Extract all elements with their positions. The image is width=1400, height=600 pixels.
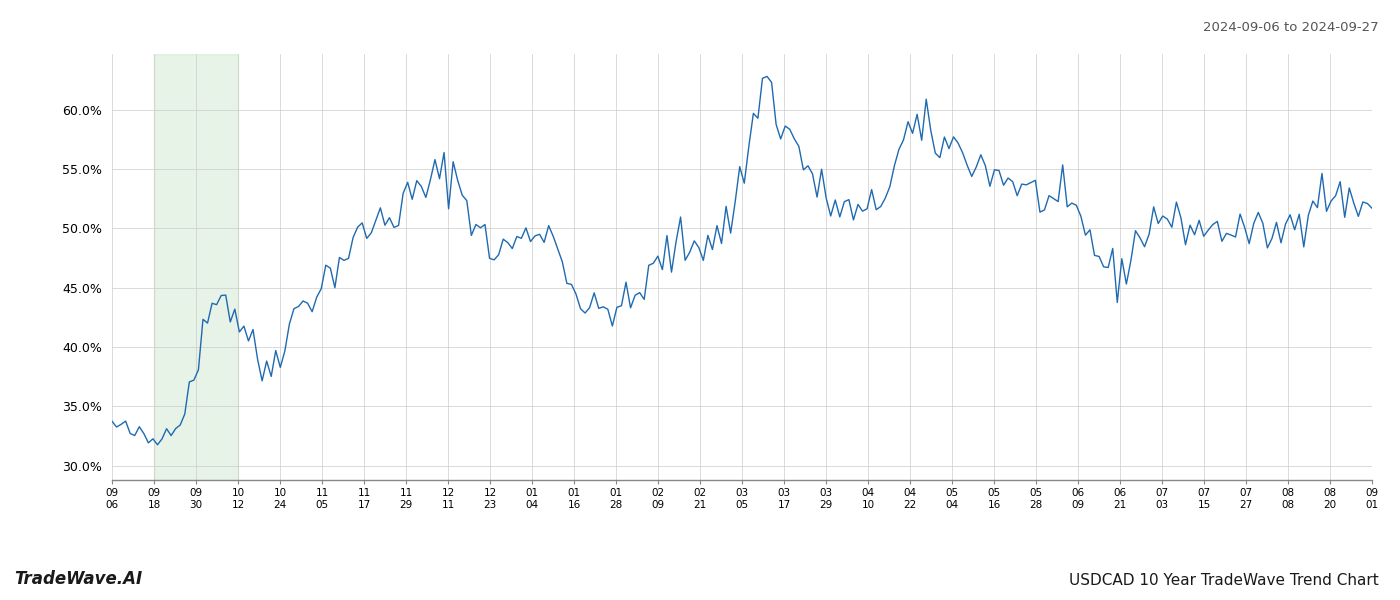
Text: 2024-09-06 to 2024-09-27: 2024-09-06 to 2024-09-27: [1204, 21, 1379, 34]
Bar: [154, 54, 238, 480]
Text: USDCAD 10 Year TradeWave Trend Chart: USDCAD 10 Year TradeWave Trend Chart: [1070, 573, 1379, 588]
Text: TradeWave.AI: TradeWave.AI: [14, 570, 143, 588]
